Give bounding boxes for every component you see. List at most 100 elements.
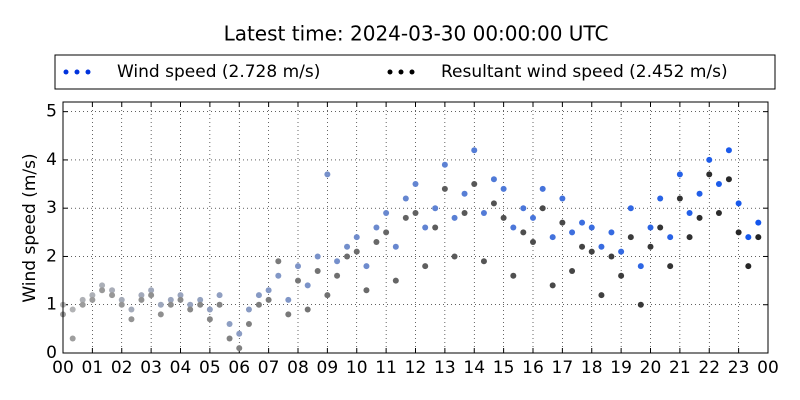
data-point [755,234,762,241]
data-point [187,306,194,313]
data-point [490,200,497,207]
x-tick-label: 16 [522,358,544,378]
data-point [148,292,155,299]
data-point [236,345,243,352]
data-point [265,296,272,303]
data-point [715,210,722,217]
data-point [118,296,125,303]
data-point [138,292,145,299]
data-point [432,224,439,231]
data-point [226,335,233,342]
data-point [618,248,625,255]
y-tick-label: 3 [46,198,57,218]
data-point [480,210,487,217]
data-point [255,292,262,299]
legend-marker [409,69,415,75]
data-point [422,263,429,270]
x-tick-label: 15 [493,358,515,378]
data-point [392,243,399,250]
data-point [206,316,213,323]
data-point [647,224,654,231]
data-point [216,301,223,308]
data-point [637,263,644,270]
data-point [696,214,703,221]
x-tick-label: 21 [669,358,691,378]
data-point [569,267,576,274]
data-point [197,301,204,308]
data-point [392,277,399,284]
y-tick-label: 5 [46,102,57,122]
data-point [216,292,223,299]
x-tick-label: 01 [82,358,104,378]
data-point [579,219,586,226]
x-tick-label: 03 [140,358,162,378]
legend-marker [74,69,80,75]
data-point [138,296,145,303]
data-point [89,292,96,299]
data-point [334,258,341,265]
data-point [422,224,429,231]
data-point [304,282,311,289]
x-tick-label: 06 [228,358,250,378]
data-point [334,272,341,279]
x-tick-label: 17 [552,358,574,378]
data-point [275,258,282,265]
data-point [157,311,164,318]
data-point [79,296,86,303]
data-point [676,195,683,202]
x-tick-label: 22 [698,358,720,378]
data-point [285,311,292,318]
data-point [608,253,615,260]
data-point [667,234,674,241]
data-point [559,195,566,202]
data-point [559,219,566,226]
y-tick-label: 1 [46,295,57,315]
data-point [373,224,380,231]
data-point [402,195,409,202]
x-tick-label: 18 [581,358,603,378]
x-tick-label: 00 [52,358,74,378]
data-point [304,306,311,313]
data-point [510,224,517,231]
data-point [265,287,272,294]
data-point [324,292,331,299]
data-point [226,321,233,328]
legend-label: Resultant wind speed (2.452 m/s) [441,62,728,82]
data-point [696,190,703,197]
x-tick-label: 09 [317,358,339,378]
x-tick-label: 14 [463,358,485,378]
data-point [157,301,164,308]
data-point [167,296,174,303]
data-point [412,181,419,188]
data-point [314,267,321,274]
data-point [451,253,458,260]
data-point [627,205,634,212]
x-tick-label: 10 [346,358,368,378]
data-point [755,219,762,226]
data-point [588,224,595,231]
data-point [657,195,664,202]
data-point [657,224,664,231]
data-point [549,234,556,241]
data-point [128,306,135,313]
data-point [353,234,360,241]
data-point [432,205,439,212]
data-point [344,243,351,250]
data-point [539,185,546,192]
data-point [285,296,292,303]
data-point [471,147,478,154]
data-point [412,210,419,217]
data-point [745,263,752,270]
data-point [569,229,576,236]
data-point [520,229,527,236]
x-tick-label: 04 [170,358,192,378]
data-point [128,316,135,323]
x-tick-label: 08 [287,358,309,378]
data-point [647,243,654,250]
data-point [148,287,155,294]
x-tick-label: 07 [258,358,280,378]
data-point [549,282,556,289]
data-point [706,171,713,178]
data-point [667,263,674,270]
